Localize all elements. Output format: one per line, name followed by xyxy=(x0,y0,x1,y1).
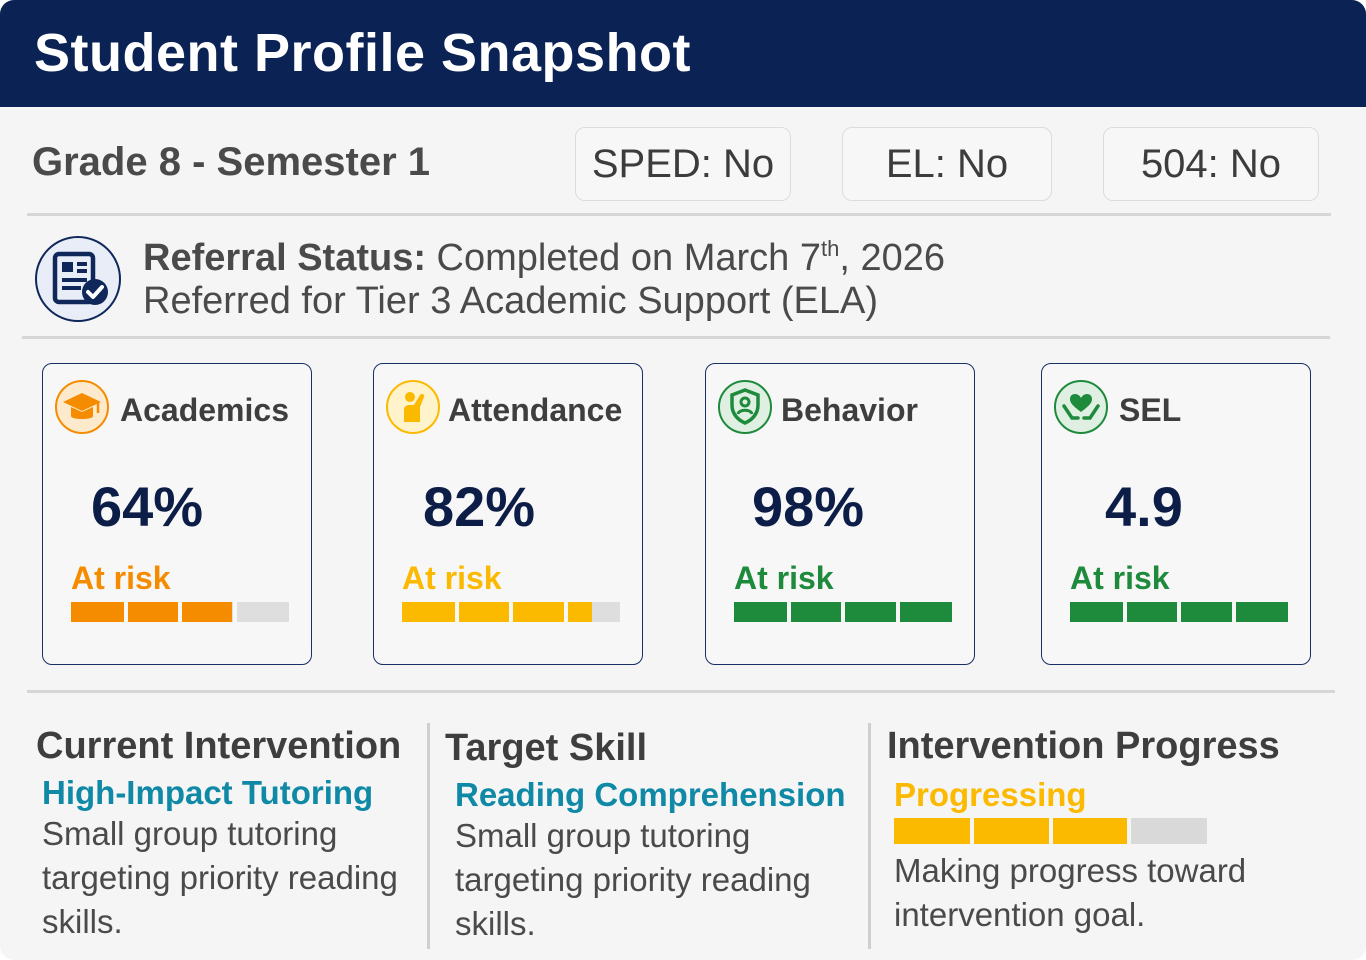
graduation-cap-icon xyxy=(55,380,109,434)
metric-status: At risk xyxy=(71,560,171,596)
column-divider xyxy=(427,723,430,949)
current-intervention-description: Small group tutoring targeting priority … xyxy=(42,815,398,940)
progress-fill xyxy=(402,602,592,622)
current-intervention-section: Current Intervention High-Impact Tutorin… xyxy=(36,725,421,944)
divider xyxy=(27,213,1331,216)
metric-value: 64% xyxy=(91,475,204,538)
504-flag-badge: 504: No xyxy=(1103,127,1319,201)
metric-title: Academics xyxy=(120,392,289,428)
target-skill-heading: Target Skill xyxy=(445,727,648,769)
document-check-icon xyxy=(35,236,121,322)
metric-card-sel: SEL 4.9 At risk xyxy=(1041,363,1311,665)
heart-hands-icon xyxy=(1054,380,1108,434)
metric-title: Behavior xyxy=(781,392,918,428)
current-intervention-name: High-Impact Tutoring xyxy=(42,774,374,811)
target-skill-description: Small group tutoring targeting priority … xyxy=(455,817,811,942)
grade-semester-label: Grade 8 - Semester 1 xyxy=(32,140,430,184)
page-header: Student Profile Snapshot xyxy=(0,0,1366,107)
shield-person-icon xyxy=(718,380,772,434)
referral-status-label: Referral Status: xyxy=(143,237,426,279)
referral-date-suffix: th xyxy=(820,236,840,261)
metric-title: Attendance xyxy=(448,392,623,428)
metric-progress-bar xyxy=(71,602,289,622)
metric-card-behavior: Behavior 98% At risk xyxy=(705,363,975,665)
progress-segment-gap xyxy=(895,602,900,622)
progress-segment-gap xyxy=(232,602,237,622)
metric-progress-bar xyxy=(402,602,620,622)
metric-status: At risk xyxy=(402,560,502,596)
metric-progress-bar xyxy=(1070,602,1288,622)
progress-segment-gap xyxy=(1231,602,1236,622)
metric-status: At risk xyxy=(734,560,834,596)
metric-progress-bar xyxy=(734,602,952,622)
progress-segment-gap xyxy=(970,818,975,844)
target-skill-name: Reading Comprehension xyxy=(455,776,846,813)
intervention-progress-description: Making progress toward intervention goal… xyxy=(894,852,1247,933)
intervention-progress-heading: Intervention Progress xyxy=(887,725,1280,767)
el-flag-badge: EL: No xyxy=(842,127,1052,201)
sped-flag-badge: SPED: No xyxy=(575,127,791,201)
progress-segment-gap xyxy=(1048,818,1053,844)
raised-hand-icon xyxy=(386,380,440,434)
intervention-progress-status: Progressing xyxy=(894,776,1087,813)
metric-value: 4.9 xyxy=(1105,475,1183,538)
intervention-progress-bar xyxy=(894,818,1207,844)
progress-segment-gap xyxy=(123,602,128,622)
column-divider xyxy=(868,723,871,949)
progress-segment-gap xyxy=(563,602,568,622)
divider xyxy=(27,690,1335,693)
metric-card-attendance: Attendance 82% At risk xyxy=(373,363,643,665)
intervention-progress-section: Intervention Progress Progressing xyxy=(887,725,1337,814)
progress-segment-gap xyxy=(841,602,845,622)
progress-fill xyxy=(894,818,1129,844)
metric-value: 98% xyxy=(752,475,865,538)
progress-segment-gap xyxy=(454,602,459,622)
metric-card-academics: Academics 64% At risk xyxy=(42,363,312,665)
progress-segment-gap xyxy=(178,602,182,622)
progress-segment-gap xyxy=(786,602,791,622)
metric-status: At risk xyxy=(1070,560,1170,596)
metric-value: 82% xyxy=(423,475,536,538)
progress-segment-gap xyxy=(1122,602,1127,622)
page-title: Student Profile Snapshot xyxy=(34,23,692,83)
metric-title: SEL xyxy=(1119,392,1182,428)
progress-segment-gap xyxy=(509,602,513,622)
referral-status-line: Referral Status: Completed on March 7th,… xyxy=(143,237,945,280)
target-skill-section: Target Skill Reading Comprehension Small… xyxy=(445,727,860,946)
referral-detail: Referred for Tier 3 Academic Support (EL… xyxy=(143,280,878,322)
progress-segment-gap xyxy=(1126,818,1131,844)
progress-fill xyxy=(71,602,233,622)
referral-date: Completed on March 7 xyxy=(436,237,821,279)
referral-year: , 2026 xyxy=(839,237,945,279)
progress-segment-gap xyxy=(1177,602,1181,622)
current-intervention-heading: Current Intervention xyxy=(36,725,402,767)
divider xyxy=(22,336,1330,339)
